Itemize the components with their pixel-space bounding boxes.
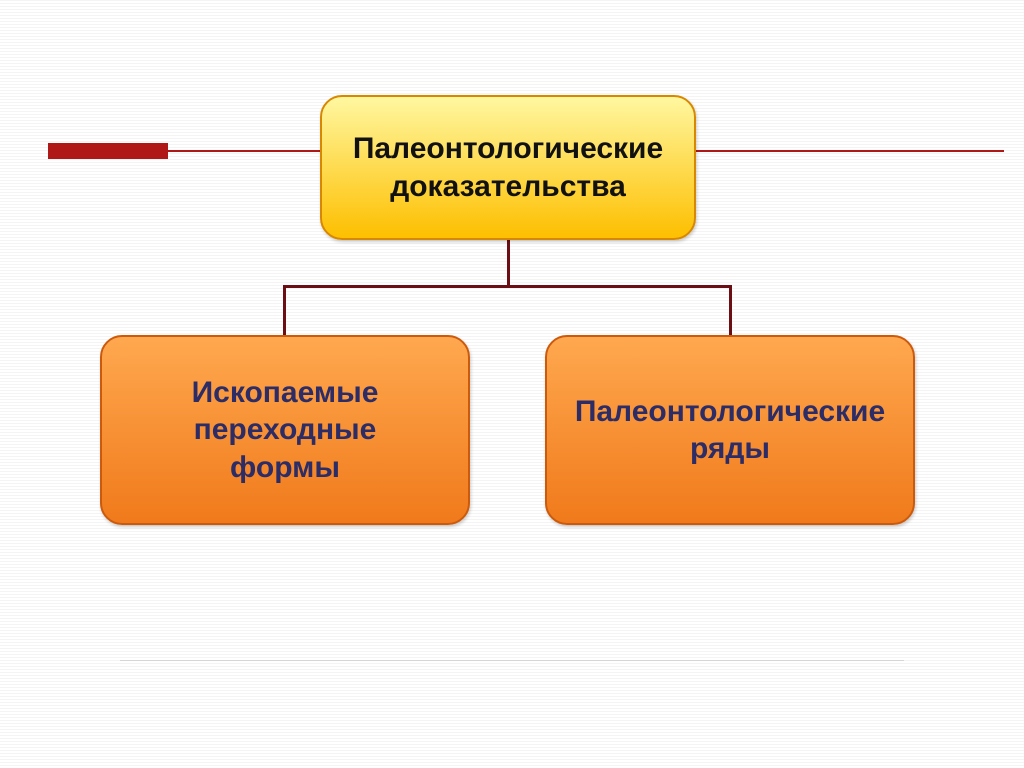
node-left: Ископаемые переходные формы (100, 335, 470, 525)
accent-bar (48, 143, 168, 159)
node-root: Палеонтологические доказательства (320, 95, 696, 240)
node-left-label: Ископаемые переходные формы (192, 374, 379, 487)
connector-drop-left (283, 285, 286, 335)
node-right: Палеонтологические ряды (545, 335, 915, 525)
connector-drop-right (729, 285, 732, 335)
connector-hbar (283, 285, 732, 288)
connector-trunk (507, 240, 510, 285)
footer-separator (120, 660, 904, 662)
slide: Палеонтологические доказательства Ископа… (0, 0, 1024, 768)
node-root-label: Палеонтологические доказательства (353, 130, 663, 205)
node-right-label: Палеонтологические ряды (575, 393, 885, 468)
